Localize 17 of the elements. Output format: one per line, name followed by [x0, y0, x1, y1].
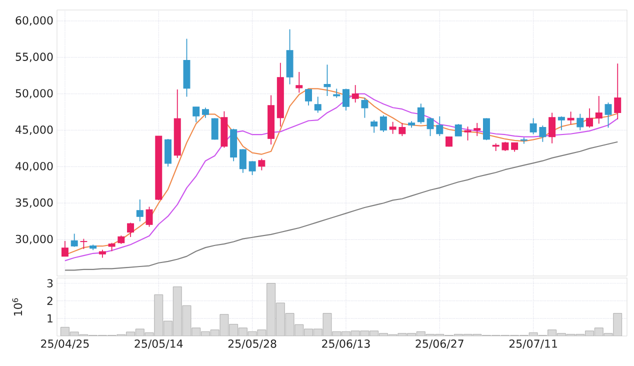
x-tick-label: 25/06/13: [322, 340, 370, 349]
x-tick-label: 25/04/25: [41, 340, 89, 349]
y-tick-label: 50,000: [16, 89, 53, 99]
y-tick-label: 40,000: [16, 162, 53, 172]
y-tick-label: 1: [48, 314, 52, 322]
y-tick-label: 55,000: [16, 52, 53, 62]
y-tick-label: 60,000: [16, 16, 53, 26]
y-tick-label: 3: [47, 279, 53, 288]
x-tick-label: 25/05/28: [228, 340, 276, 349]
y-axis-title: 10$^{6}$: [12, 298, 22, 316]
x-tick-label: 25/07/11: [509, 340, 557, 349]
x-tick-label: 25/05/14: [134, 340, 183, 349]
y-tick-label: 30,000: [16, 234, 53, 244]
y-tick-label: 45,000: [16, 126, 53, 135]
y-tick-label: 35,000: [16, 198, 53, 208]
x-tick-label: 25/06/27: [416, 340, 464, 349]
y-tick-label: 2: [47, 296, 52, 305]
